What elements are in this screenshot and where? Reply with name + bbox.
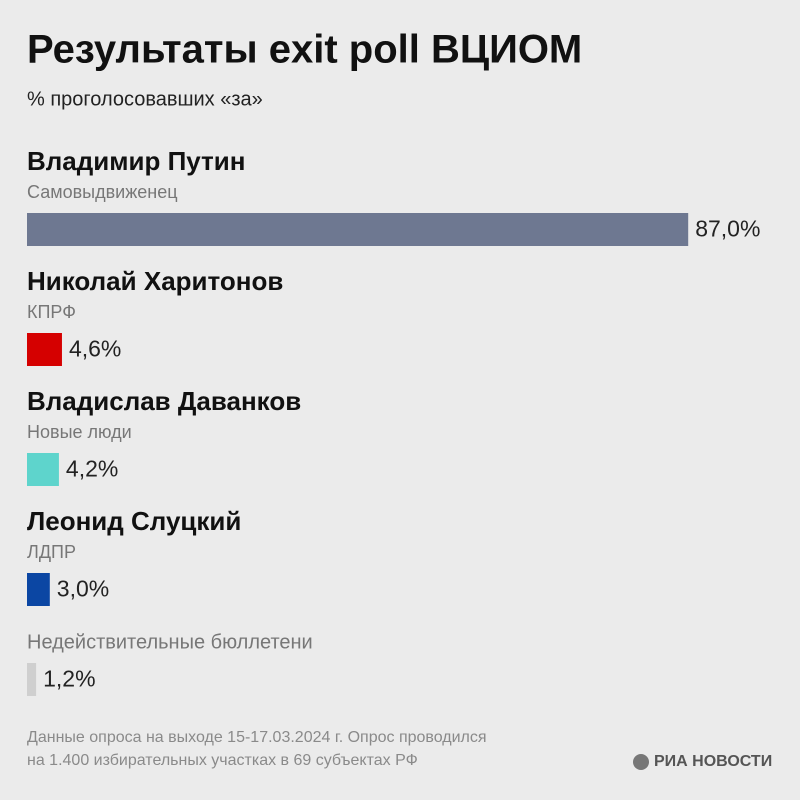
candidate-name: Недействительные бюллетени [27, 631, 313, 653]
bar [27, 573, 50, 606]
candidate-name: Николай Харитонов [27, 266, 283, 296]
bar [27, 213, 689, 246]
bar [27, 333, 62, 366]
footnote: Данные опроса на выходе 15-17.03.2024 г.… [27, 729, 487, 746]
chart-title: Результаты exit poll ВЦИОМ [27, 28, 582, 72]
value-label: 4,6% [69, 336, 121, 362]
source-logo: РИА НОВОСТИ [654, 753, 772, 770]
logo-icon [633, 754, 649, 770]
party-name: Самовыдвиженец [27, 182, 178, 202]
chart-subtitle: % проголосовавших «за» [27, 88, 263, 110]
value-label: 1,2% [43, 666, 95, 692]
value-label: 4,2% [66, 456, 118, 482]
bar [27, 663, 37, 696]
value-label: 87,0% [695, 216, 760, 242]
party-name: Новые люди [27, 422, 132, 442]
party-name: ЛДПР [27, 542, 76, 562]
value-label: 3,0% [57, 576, 109, 602]
candidate-name: Леонид Слуцкий [27, 506, 241, 536]
candidate-name: Владислав Даванков [27, 386, 301, 416]
footnote: на 1.400 избирательных участках в 69 суб… [27, 752, 418, 769]
candidate-name: Владимир Путин [27, 146, 245, 176]
bar [27, 453, 59, 486]
party-name: КПРФ [27, 302, 76, 322]
